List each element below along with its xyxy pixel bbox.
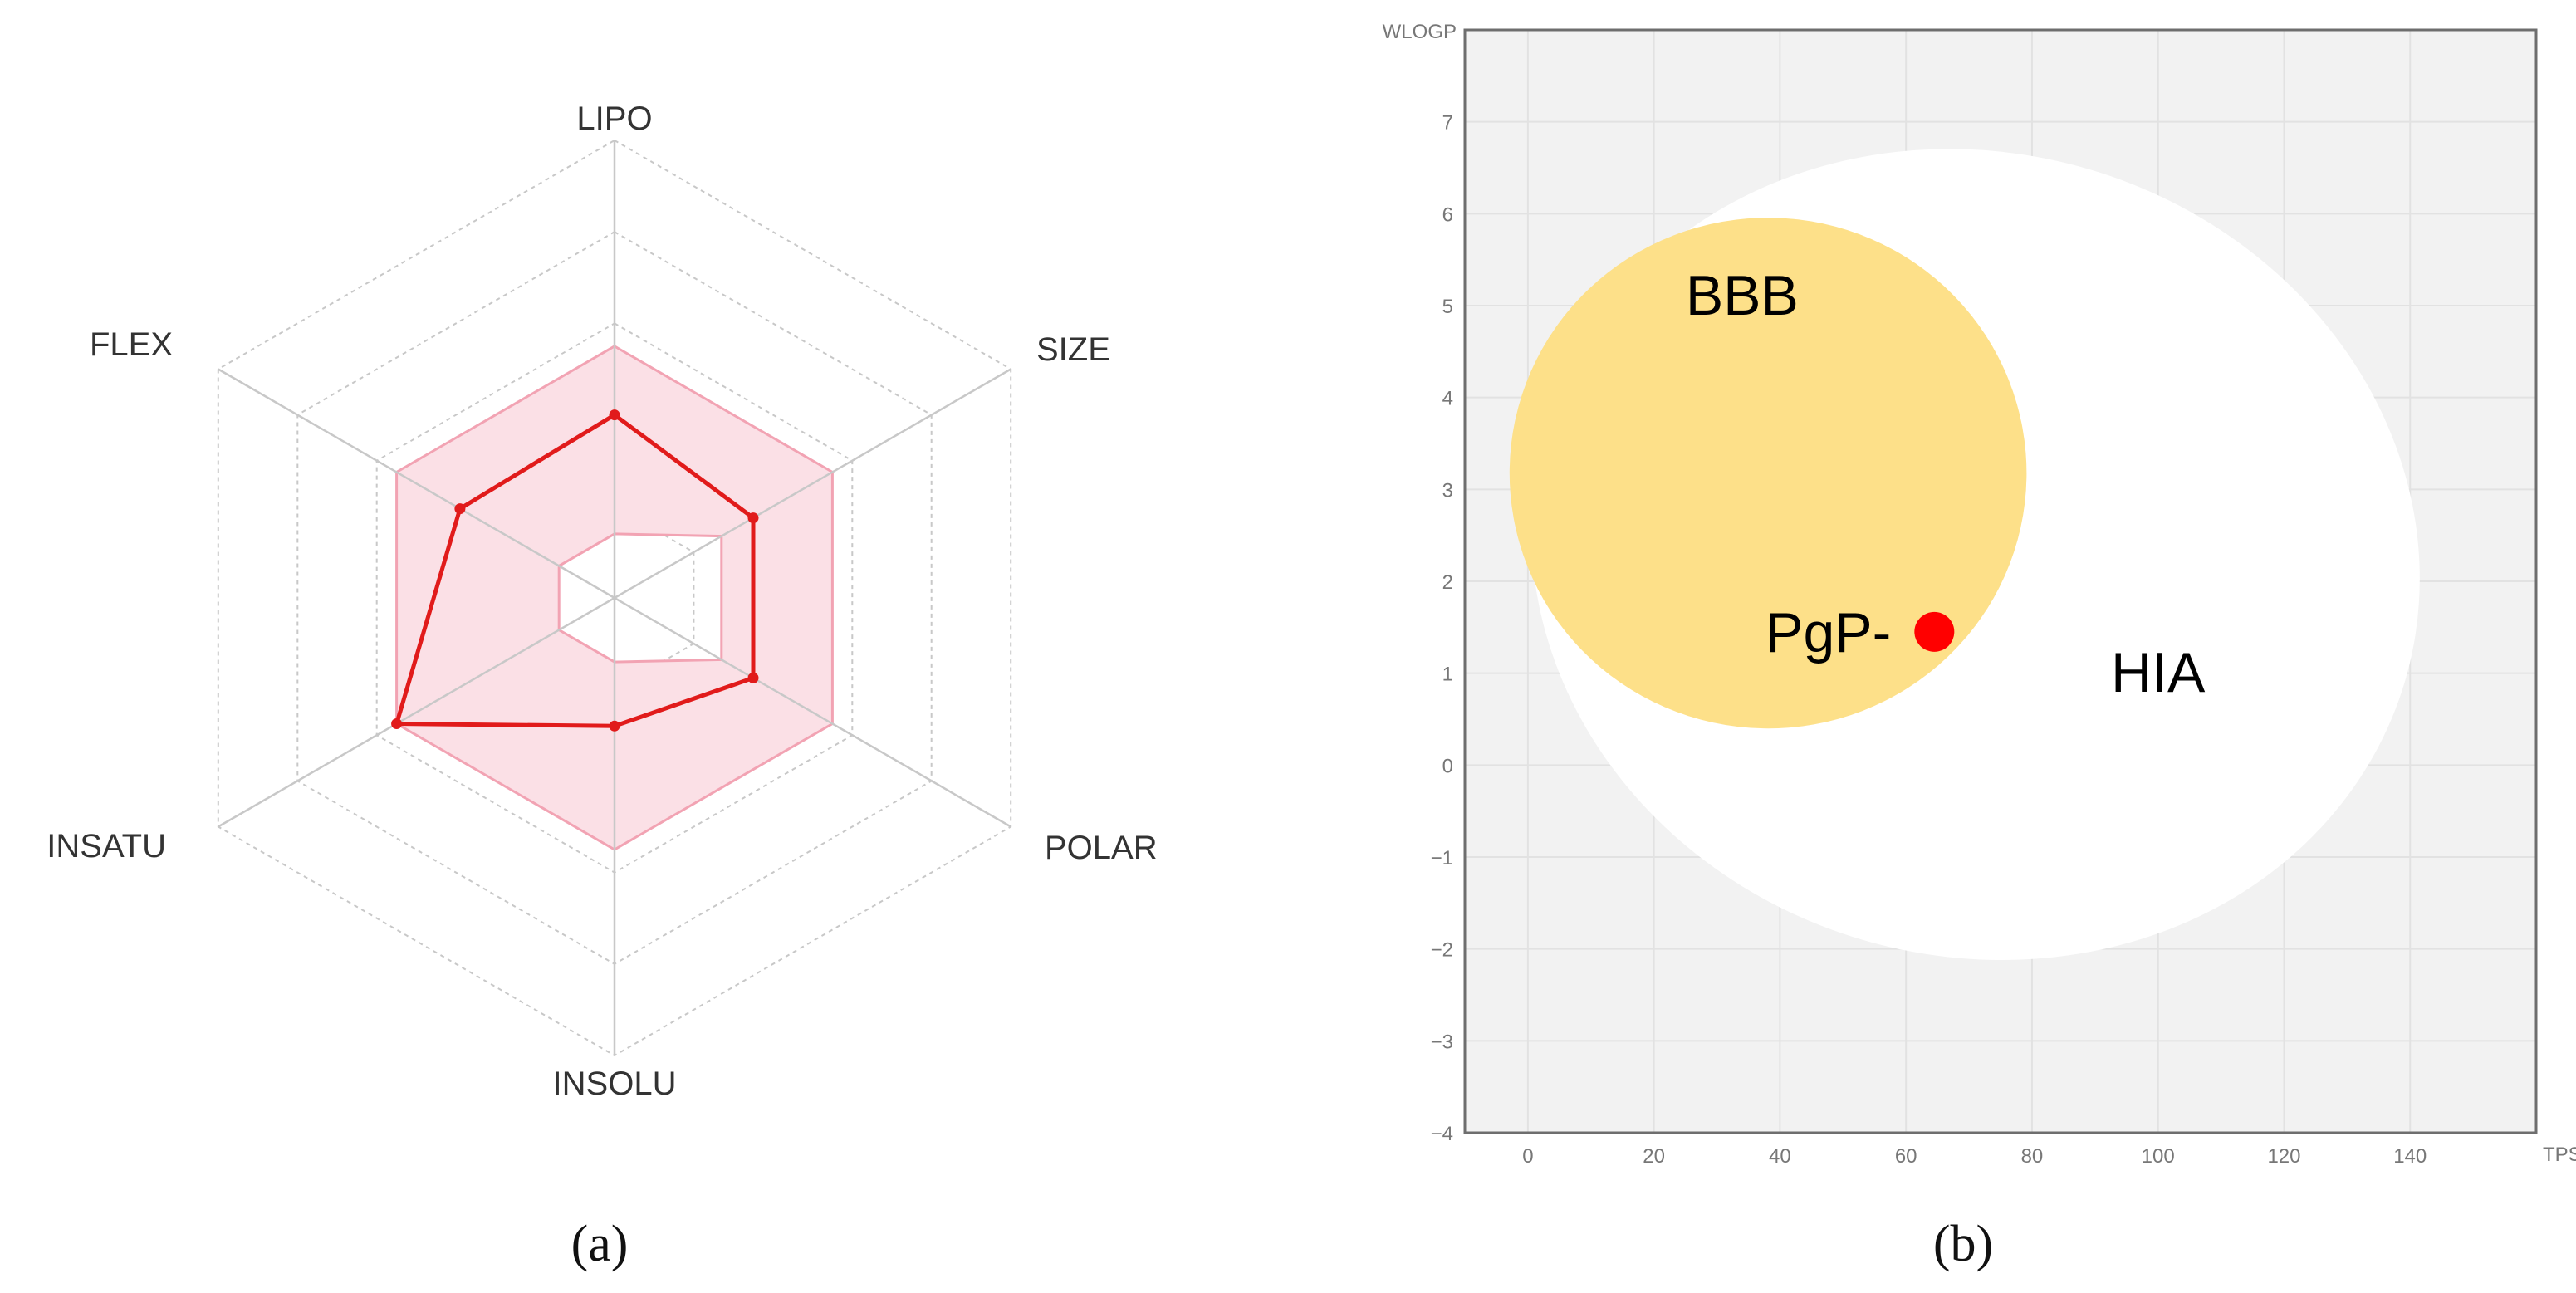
region-hia-label: HIA [2111, 641, 2206, 704]
x-tick-label-20: 20 [1643, 1145, 1665, 1168]
radar-point-insatu [391, 718, 403, 729]
axis-label-size: SIZE [1036, 331, 1110, 368]
x-tick-label-120: 120 [2267, 1145, 2300, 1168]
axis-label-lipo: LIPO [576, 100, 652, 137]
y-tick-label-6: 6 [1442, 203, 1453, 226]
region-bbb-label: BBB [1686, 264, 1799, 327]
y-tick-label--1: −1 [1431, 847, 1453, 869]
radar-point-lipo [609, 409, 620, 421]
x-tick-label-60: 60 [1895, 1145, 1917, 1168]
y-tick-label-1: 1 [1442, 664, 1453, 686]
y-tick-label-0: 0 [1442, 755, 1453, 777]
x-tick-label-140: 140 [2393, 1145, 2427, 1168]
y-tick-label-3: 3 [1442, 479, 1453, 502]
region-bbb [1509, 218, 2027, 729]
axis-label-flex: FLEX [90, 326, 173, 363]
axis-label-insatu: INSATU [47, 828, 166, 864]
y-tick-label--3: −3 [1431, 1031, 1453, 1053]
x-tick-label-100: 100 [2142, 1145, 2175, 1168]
y-tick-label-4: 4 [1442, 388, 1453, 410]
panel-label-a: (a) [571, 1216, 629, 1272]
radar-points [391, 409, 759, 732]
radar-spoke-size [614, 368, 1011, 600]
point-pgp-label: PgP- [1765, 601, 1891, 664]
y-axis-label: WLOGP [1383, 21, 1457, 43]
y-tick-label-2: 2 [1442, 571, 1453, 594]
radar-point-size [747, 512, 759, 524]
radar-spoke-polar [614, 596, 1011, 828]
radar-point-flex [454, 503, 466, 515]
point-pgp-minus [1914, 611, 1955, 652]
y-tick-label-7: 7 [1442, 112, 1453, 135]
y-tick-label-5: 5 [1442, 296, 1453, 318]
scatter-chart: HIA BBB PgP- 0 20 40 60 80 100 120 140 −4−3−2−1… [1383, 21, 2576, 1168]
x-axis-label: TPSA [2543, 1144, 2576, 1166]
radar-point-insolu [609, 720, 620, 732]
radar-point-polar [747, 672, 759, 683]
radar-spoke-insatu [218, 596, 615, 828]
x-tick-label-40: 40 [1769, 1145, 1791, 1168]
axis-label-insolu: INSOLU [553, 1065, 677, 1102]
x-tick-label-0: 0 [1522, 1145, 1533, 1168]
panel-label-b: (b) [1933, 1216, 1993, 1272]
y-tick-label--4: −4 [1431, 1123, 1453, 1145]
radar-spoke-flex [218, 368, 615, 600]
y-tick-label--2: −2 [1431, 939, 1453, 962]
radar-spokes [218, 140, 1011, 1055]
x-tick-labels: 0 20 40 60 80 100 120 140 [1522, 1145, 2427, 1168]
y-tick-labels: −4 −3 −2 −1 0 1 2 3 4 5 6 7 [1431, 112, 1453, 1145]
x-tick-label-80: 80 [2021, 1145, 2044, 1168]
plot-frame [1463, 28, 2538, 1134]
radar-chart: LIPO SIZE POLAR INSOLU INSATU FLEX [47, 100, 1157, 1102]
axis-label-polar: POLAR [1045, 830, 1158, 866]
